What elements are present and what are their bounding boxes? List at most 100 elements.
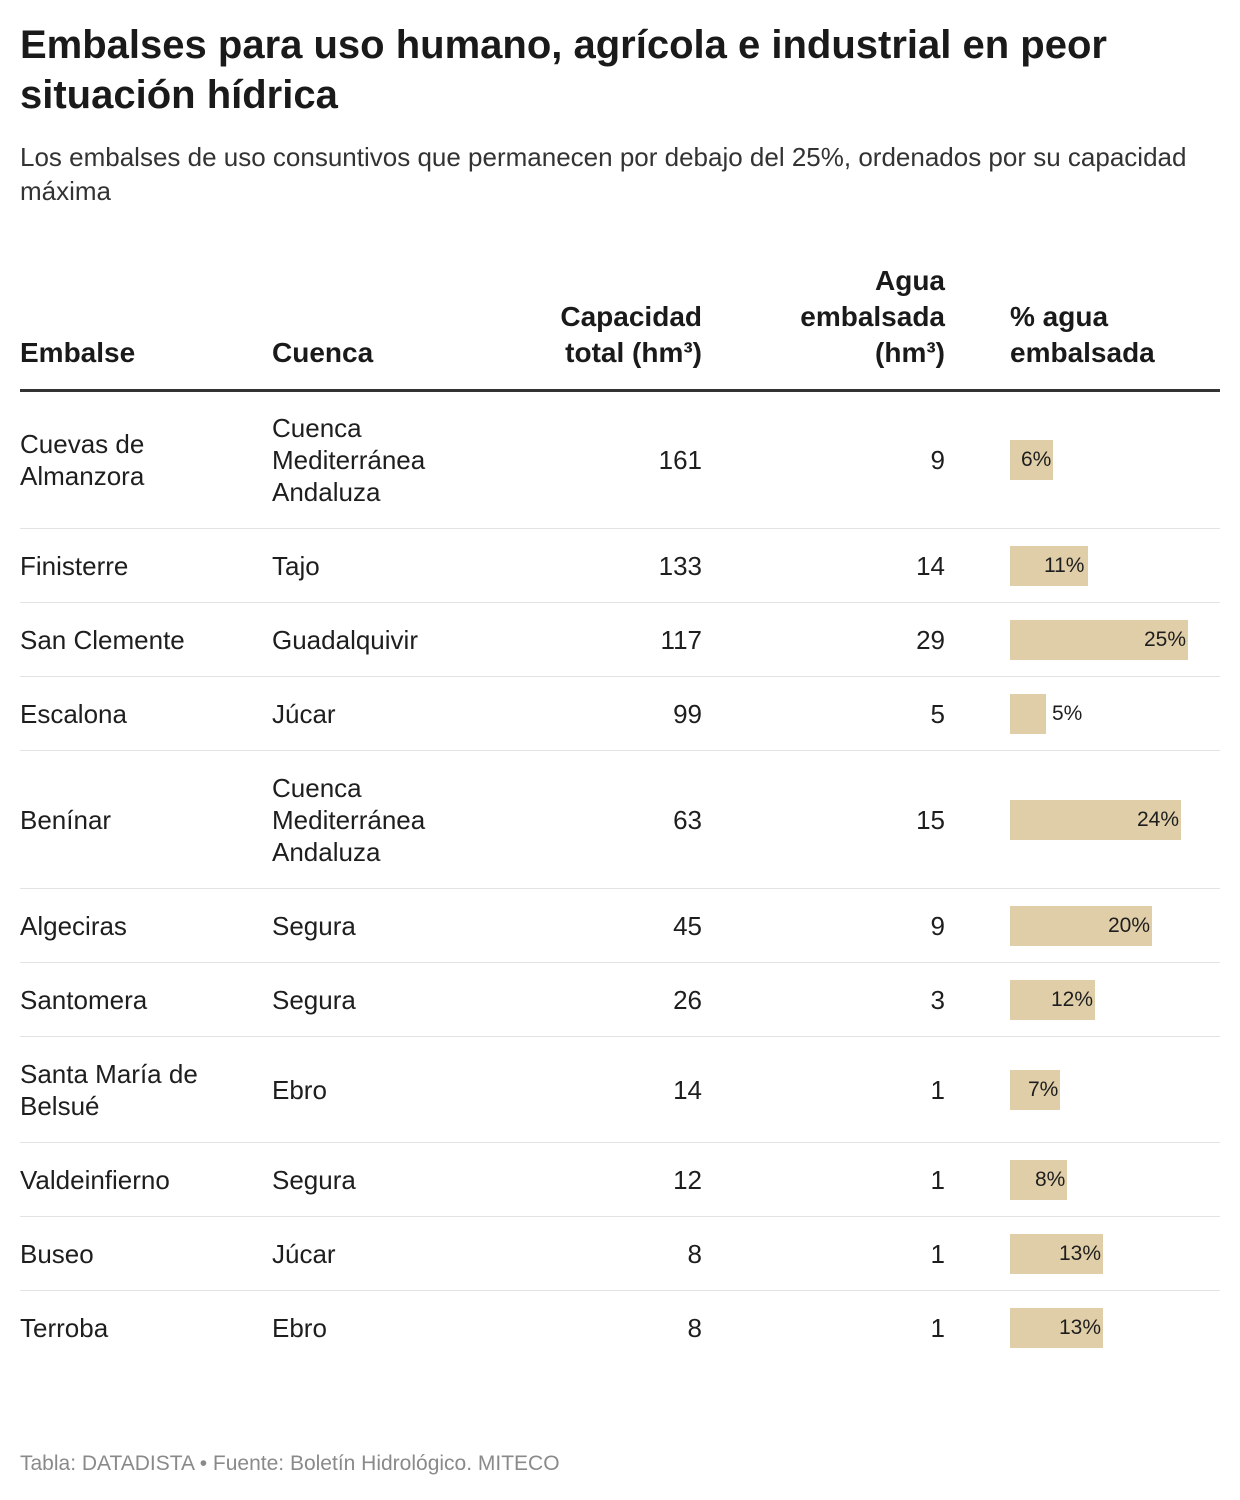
pct-label: 24% bbox=[1137, 807, 1180, 831]
cell-embalse: Escalona bbox=[20, 676, 272, 751]
cell-spacer bbox=[945, 602, 1010, 677]
cell-agua: 3 bbox=[702, 962, 945, 1037]
pct-bar bbox=[1010, 1159, 1067, 1200]
cell-agua: 1 bbox=[702, 1142, 945, 1217]
cell-agua: 1 bbox=[930, 1312, 945, 1343]
table-row: Santa María de Belsué Ebro 14 1 7% bbox=[20, 1036, 1220, 1143]
column-spacer bbox=[945, 255, 1010, 392]
cell-capacidad: 133 bbox=[522, 528, 702, 603]
cell-embalse: Santa María de Belsué bbox=[20, 1036, 272, 1143]
reservoir-table: Embalse Cuenca Capacidad total (hm³) Agu… bbox=[20, 255, 1220, 1365]
cell-agua: 29 bbox=[702, 602, 945, 677]
cell-spacer bbox=[945, 1216, 1010, 1291]
cell-agua: 15 bbox=[702, 750, 945, 889]
pct-bar bbox=[1010, 1233, 1103, 1274]
pct-label: 5% bbox=[1052, 701, 1083, 725]
cell-spacer bbox=[945, 1036, 1010, 1143]
cell-pct: 12% bbox=[1010, 962, 1220, 1037]
table-row: Algeciras Segura 45 9 20% bbox=[20, 888, 1220, 963]
pct-label: 12% bbox=[1051, 987, 1094, 1011]
cell-pct: 11% bbox=[1010, 528, 1220, 603]
pct-bar bbox=[1010, 1069, 1060, 1110]
pct-label: 8% bbox=[1035, 1167, 1066, 1191]
pct-bar-track: 13% bbox=[1010, 1233, 1220, 1274]
cell-capacidad: 26 bbox=[522, 962, 702, 1037]
cell-embalse: Valdeinfierno bbox=[20, 1142, 272, 1217]
cell-cuenca: Tajo bbox=[272, 528, 522, 603]
pct-bar-track: 13% bbox=[1010, 1307, 1220, 1348]
column-header-cuenca[interactable]: Cuenca bbox=[272, 255, 522, 392]
table-row: San Clemente Guadalquivir 117 29 25% bbox=[20, 602, 1220, 677]
table-row: Santomera Segura 26 3 12% bbox=[20, 962, 1220, 1037]
table-header: Embalse Cuenca Capacidad total (hm³) Agu… bbox=[20, 255, 1220, 392]
pct-bar bbox=[1010, 905, 1152, 946]
cell-pct: 5% bbox=[1010, 676, 1220, 751]
cell-spacer bbox=[945, 1142, 1010, 1217]
cell-cuenca: Segura bbox=[272, 888, 522, 963]
cell-pct: 8% bbox=[1010, 1142, 1220, 1217]
pct-bar-track: 5% bbox=[1010, 693, 1220, 734]
cell-capacidad: 99 bbox=[522, 676, 702, 751]
pct-bar-track: 7% bbox=[1010, 1069, 1220, 1110]
pct-bar-track: 24% bbox=[1010, 799, 1220, 840]
pct-bar-track: 20% bbox=[1010, 905, 1220, 946]
cell-embalse: Santomera bbox=[20, 962, 272, 1037]
cell-spacer bbox=[945, 390, 1010, 529]
cell-embalse: Benínar bbox=[20, 750, 272, 889]
cell-capacidad: 8 bbox=[687, 1312, 702, 1343]
pct-bar bbox=[1010, 693, 1046, 734]
pct-bar bbox=[1010, 440, 1053, 480]
cell-cuenca: Segura bbox=[272, 962, 522, 1037]
cell-cuenca: Ebro bbox=[272, 1312, 327, 1343]
pct-bar bbox=[1010, 799, 1181, 840]
cell-cuenca: Cuenca Mediterránea Andaluza bbox=[272, 390, 522, 529]
cell-agua: 14 bbox=[702, 528, 945, 603]
cell-capacidad: 45 bbox=[522, 888, 702, 963]
cell-pct: 25% bbox=[1010, 602, 1220, 677]
pct-bar-track: 25% bbox=[1010, 619, 1220, 660]
header-row: Embalse Cuenca Capacidad total (hm³) Agu… bbox=[20, 255, 1220, 392]
cell-pct: 6% bbox=[1010, 390, 1220, 529]
cell-cuenca: Júcar bbox=[272, 676, 522, 751]
cell-spacer bbox=[945, 1291, 1010, 1365]
cell-embalse: Terroba bbox=[20, 1312, 109, 1343]
column-header-agua-label: Agua embalsada (hm³) bbox=[800, 265, 945, 368]
cell-spacer bbox=[945, 888, 1010, 963]
column-header-capacidad[interactable]: Capacidad total (hm³) bbox=[522, 255, 702, 392]
chart-subtitle: Los embalses de uso consuntivos que perm… bbox=[20, 142, 1187, 206]
column-header-pct[interactable]: % agua embalsada bbox=[1010, 255, 1220, 392]
cell-embalse: San Clemente bbox=[20, 602, 272, 677]
pct-bar-track: 12% bbox=[1010, 979, 1220, 1020]
pct-label: 20% bbox=[1108, 913, 1151, 937]
cell-capacidad: 161 bbox=[522, 390, 702, 529]
pct-bar-track: 11% bbox=[1010, 545, 1220, 586]
column-header-embalse[interactable]: Embalse bbox=[20, 255, 272, 392]
cell-cuenca: Júcar bbox=[272, 1216, 522, 1291]
cell-capacidad: 63 bbox=[522, 750, 702, 889]
cell-spacer bbox=[945, 528, 1010, 603]
cell-capacidad: 8 bbox=[522, 1216, 702, 1291]
cell-agua: 1 bbox=[702, 1036, 945, 1143]
pct-bar bbox=[1010, 979, 1095, 1020]
cell-pct: 13% bbox=[1010, 1216, 1220, 1291]
pct-bar-track: 6% bbox=[1010, 440, 1220, 480]
table-row: Cuevas de Almanzora Cuenca Mediterránea A… bbox=[20, 390, 1220, 529]
pct-bar bbox=[1010, 545, 1088, 586]
cell-embalse: Cuevas de Almanzora bbox=[20, 390, 272, 529]
cell-pct: 20% bbox=[1010, 888, 1220, 963]
cell-pct: 24% bbox=[1010, 750, 1220, 889]
cell-agua: 1 bbox=[702, 1216, 945, 1291]
table-row: Benínar Cuenca Mediterránea Andaluza 63 15 2… bbox=[20, 750, 1220, 889]
table-row: Terroba Ebro 8 1 13% bbox=[20, 1291, 1220, 1365]
chart-title: Embalses para uso humano, agrícola e ind… bbox=[20, 23, 1107, 117]
cell-spacer bbox=[945, 750, 1010, 889]
cell-pct: 13% bbox=[1010, 1291, 1220, 1365]
cell-agua: 9 bbox=[702, 390, 945, 529]
pct-label: 25% bbox=[1144, 627, 1187, 651]
column-header-pct-label: % agua embalsada bbox=[1010, 301, 1155, 368]
cell-cuenca: Guadalquivir bbox=[272, 602, 522, 677]
column-header-agua[interactable]: Agua embalsada (hm³) bbox=[702, 255, 945, 392]
cell-agua: 5 bbox=[702, 676, 945, 751]
cell-embalse: Buseo bbox=[20, 1216, 272, 1291]
pct-label: 11% bbox=[1044, 553, 1085, 577]
